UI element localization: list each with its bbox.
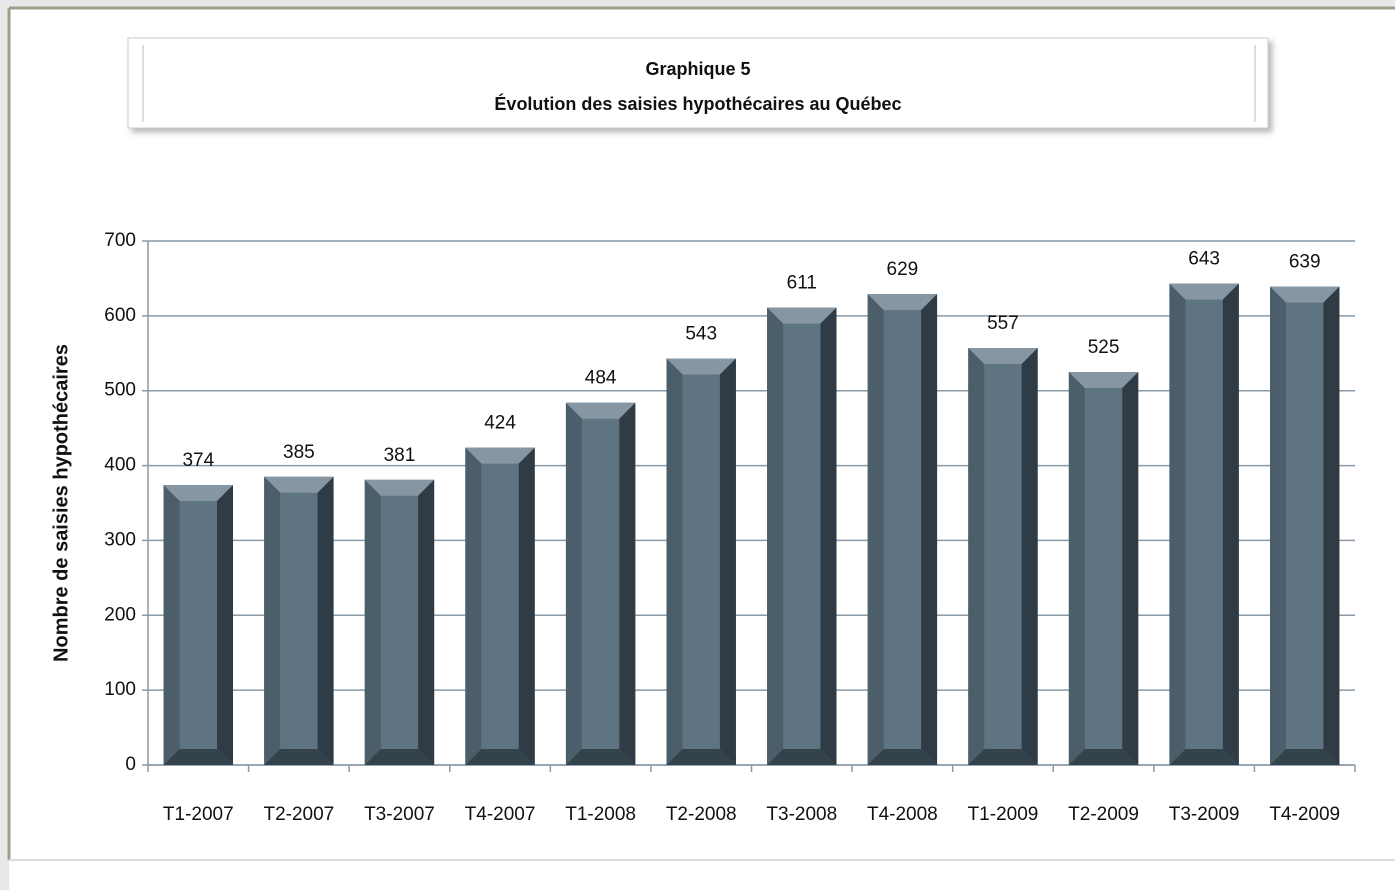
- bar-bevel: [317, 476, 334, 765]
- y-tick-label: 0: [125, 754, 136, 775]
- value-label: 557: [987, 313, 1019, 334]
- frame-left: [0, 0, 9, 890]
- x-tick-label: T2-2008: [666, 804, 737, 825]
- bar-bevel: [666, 358, 736, 375]
- bar-bevel: [1270, 749, 1340, 765]
- y-tick-label: 300: [104, 529, 136, 550]
- bar-bevel: [968, 348, 985, 765]
- bar-bevel: [921, 294, 938, 765]
- bar-bevel: [465, 447, 482, 765]
- y-tick-label: 400: [104, 455, 136, 476]
- bar-bevel: [465, 447, 535, 464]
- bar-bevel: [216, 485, 233, 765]
- bar-bevel: [518, 447, 535, 765]
- value-label: 525: [1088, 337, 1120, 358]
- x-tick-label: T1-2007: [163, 804, 234, 825]
- value-label: 385: [283, 442, 315, 463]
- x-tick-label: T4-2008: [867, 804, 938, 825]
- x-tick-label: T2-2007: [263, 804, 334, 825]
- title-box: [127, 37, 1269, 129]
- x-tick-label: T1-2008: [565, 804, 636, 825]
- bar-bevel: [264, 476, 334, 493]
- chart-subtitle: Évolution des saisies hypothécaires au Q…: [494, 93, 901, 114]
- value-label: 629: [887, 259, 919, 280]
- bar-bevel: [968, 348, 1038, 365]
- x-tick-label: T2-2009: [1068, 804, 1139, 825]
- bar-bevel: [867, 749, 938, 765]
- bar-bevel: [565, 402, 582, 765]
- bar-bevel: [767, 307, 784, 765]
- x-tick-label: T4-2007: [465, 804, 536, 825]
- bar-bevel: [767, 749, 837, 765]
- bar-bevel: [1021, 348, 1038, 765]
- bar-bevel: [666, 749, 736, 765]
- x-tick-label: T4-2009: [1269, 804, 1340, 825]
- y-tick-label: 100: [104, 679, 136, 700]
- y-tick-label: 500: [104, 380, 136, 401]
- bar-bevel: [565, 749, 636, 765]
- bar-bevel: [1222, 283, 1239, 765]
- chart-title: Graphique 5: [645, 59, 750, 79]
- x-tick-label: T3-2008: [766, 804, 837, 825]
- value-label: 424: [484, 413, 516, 434]
- x-tick-label: T1-2009: [968, 804, 1039, 825]
- value-label: 381: [384, 445, 416, 466]
- bar-bevel: [565, 402, 636, 419]
- bar-bevel: [163, 749, 233, 765]
- value-label: 484: [585, 368, 617, 389]
- value-label: 543: [685, 324, 717, 345]
- bar-bevel: [364, 749, 435, 765]
- bar-bevel: [1270, 286, 1287, 765]
- bar-bevel: [465, 749, 535, 765]
- bar-bevel: [418, 479, 435, 765]
- bar-bevel: [619, 402, 636, 765]
- bar-bevel: [767, 307, 837, 324]
- x-tick-label: T3-2007: [364, 804, 435, 825]
- x-tick-label: T3-2009: [1169, 804, 1240, 825]
- bar-bevel: [364, 479, 435, 496]
- bar-bevel: [1169, 749, 1239, 765]
- bar-bevel: [163, 485, 180, 765]
- bar-bevel: [163, 485, 233, 502]
- bar-bevel: [968, 749, 1038, 765]
- y-axis-label: Nombre de saisies hypothécaires: [50, 344, 72, 662]
- value-label: 643: [1188, 249, 1220, 270]
- y-tick-label: 200: [104, 604, 136, 625]
- value-label: 611: [787, 273, 817, 294]
- bar-bevel: [666, 358, 683, 765]
- bar-bevel: [1122, 372, 1139, 765]
- bar-bevel: [1169, 283, 1186, 765]
- bar-bevel: [364, 479, 381, 765]
- bar-bevel: [1068, 749, 1139, 765]
- bar-bevel: [867, 294, 938, 311]
- bar-bevel: [264, 476, 281, 765]
- bar-bevel: [719, 358, 736, 765]
- bar-bevel: [1169, 283, 1239, 300]
- y-tick-label: 700: [104, 230, 136, 251]
- bar-bevel: [1068, 372, 1085, 765]
- value-label: 374: [182, 450, 214, 471]
- bar-bevel: [867, 294, 884, 765]
- frame-top: [1, 0, 1395, 8]
- bar-bevel: [264, 749, 334, 765]
- value-label: 639: [1289, 252, 1321, 273]
- bar-bevel: [820, 307, 837, 765]
- bar-bevel: [1068, 372, 1139, 388]
- bar-bevel: [1323, 286, 1340, 765]
- bar-bevel: [1270, 286, 1340, 303]
- y-tick-label: 600: [104, 305, 136, 326]
